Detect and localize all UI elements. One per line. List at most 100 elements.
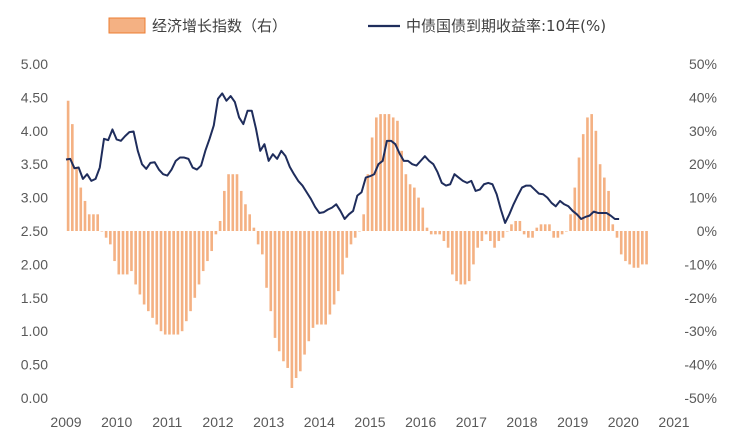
bar	[505, 231, 509, 232]
bar	[176, 231, 180, 335]
bar	[341, 231, 344, 275]
bar	[303, 231, 306, 355]
bar	[531, 231, 534, 238]
right-tick-label: 10%	[689, 190, 717, 206]
bar	[315, 231, 319, 325]
bar	[467, 231, 471, 282]
right-tick-label: 30%	[689, 123, 717, 139]
bar	[151, 231, 154, 318]
bar	[404, 174, 408, 231]
bar	[455, 231, 458, 282]
bar	[231, 174, 235, 231]
left-tick-label: 3.00	[21, 190, 48, 206]
bar	[337, 231, 340, 292]
legend-bar-label: 经济增长指数（右）	[152, 17, 287, 35]
bar	[518, 220, 522, 231]
legend-bar-swatch	[108, 17, 146, 34]
left-tick-label: 2.50	[21, 223, 48, 239]
bar	[286, 231, 289, 368]
x-tick-label: 2017	[456, 414, 487, 430]
bar	[172, 231, 175, 335]
bar	[294, 231, 298, 378]
bar	[75, 167, 78, 231]
right-tick-label: -40%	[684, 357, 717, 373]
bar	[134, 231, 137, 285]
x-tick-label: 2015	[354, 414, 385, 430]
bar	[362, 214, 365, 231]
bar	[577, 157, 581, 231]
bar	[615, 231, 619, 238]
x-axis: 2009 2010 2011 2012 2013 2014 2015 2016 2017 2018…	[50, 414, 689, 430]
bar	[603, 177, 606, 231]
left-tick-label: 2.00	[21, 256, 48, 272]
bar	[113, 231, 116, 262]
bar	[366, 174, 370, 231]
bar	[476, 231, 479, 248]
x-tick-label: 2021	[658, 414, 689, 430]
bar	[429, 231, 433, 235]
bar	[248, 214, 251, 231]
bar	[514, 220, 517, 231]
bar	[383, 114, 387, 231]
bar	[159, 231, 163, 332]
bar	[539, 224, 543, 231]
bar	[586, 117, 589, 231]
bar	[168, 231, 171, 335]
bar	[446, 231, 450, 248]
bar	[510, 224, 513, 231]
x-tick-label: 2018	[506, 414, 537, 430]
bar	[214, 231, 218, 235]
bar	[548, 224, 551, 231]
legend: 经济增长指数（右） 中债国债到期收益率:10年(%)	[108, 17, 606, 35]
bar	[645, 231, 648, 265]
bar	[239, 190, 243, 231]
bar	[155, 231, 159, 325]
bar	[497, 231, 501, 242]
right-tick-label: -50%	[684, 390, 717, 406]
bar	[320, 231, 323, 325]
x-tick-label: 2011	[152, 414, 182, 430]
bar	[391, 117, 395, 231]
bar	[641, 231, 644, 265]
bar	[273, 231, 277, 338]
right-tick-label: 0%	[697, 223, 717, 239]
bar	[434, 231, 437, 235]
bar	[130, 231, 133, 272]
left-tick-label: 5.00	[21, 56, 48, 72]
bar	[489, 231, 492, 242]
bar	[66, 100, 70, 232]
bar	[493, 231, 496, 248]
bar	[358, 231, 361, 232]
bar	[185, 231, 188, 322]
bar	[299, 231, 302, 372]
bar	[180, 231, 184, 332]
bar	[565, 231, 568, 232]
bar	[256, 231, 260, 245]
bar	[463, 231, 467, 285]
bar	[206, 231, 209, 262]
bar	[619, 231, 623, 255]
bar	[269, 231, 273, 312]
bar	[387, 114, 391, 231]
bar	[581, 134, 585, 231]
bar	[218, 220, 222, 231]
bar	[125, 231, 129, 275]
left-axis: 0.00 0.50 1.00 1.50 2.00 2.50 3.00 3.50 4.00 4.50…	[21, 56, 48, 406]
left-tick-label: 3.50	[21, 156, 48, 172]
bar	[438, 231, 441, 235]
bar	[425, 227, 429, 231]
bar	[244, 204, 247, 231]
bar	[189, 231, 192, 312]
bar	[349, 231, 353, 245]
bar	[522, 231, 526, 235]
bar	[501, 231, 505, 238]
left-tick-label: 0.00	[21, 390, 48, 406]
bar	[459, 231, 463, 285]
left-tick-label: 1.50	[21, 290, 48, 306]
bar	[71, 124, 74, 231]
bar	[560, 231, 564, 235]
bar	[201, 231, 205, 272]
bar	[472, 231, 475, 265]
x-tick-label: 2020	[608, 414, 639, 430]
bar	[379, 114, 382, 231]
